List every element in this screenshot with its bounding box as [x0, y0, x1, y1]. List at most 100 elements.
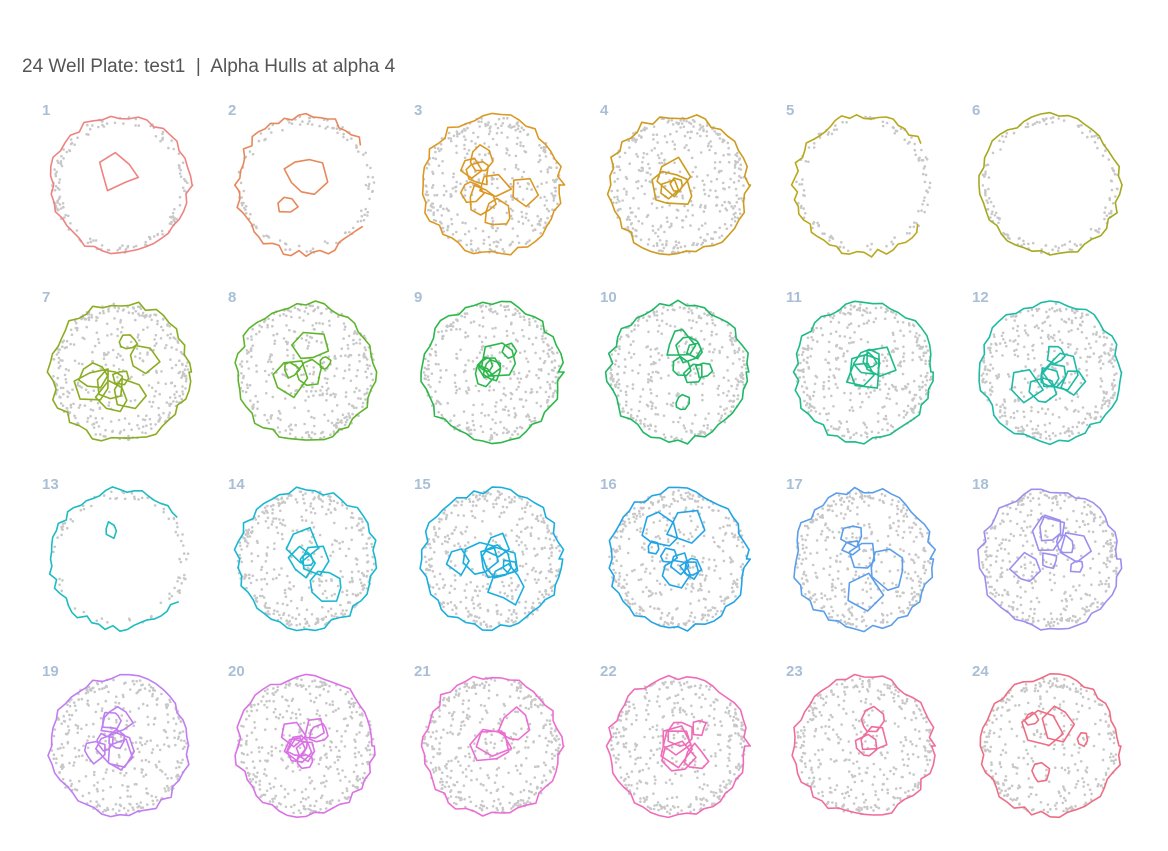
inner-hull	[287, 545, 317, 579]
inner-hull	[290, 331, 330, 360]
well-label: 11	[786, 289, 802, 306]
inner-hull	[847, 572, 885, 612]
inner-hull	[295, 741, 316, 763]
inner-hull	[308, 722, 329, 743]
inner-hull	[685, 342, 704, 360]
outer-hull	[234, 112, 364, 258]
inner-hull	[98, 151, 140, 192]
well-label: 15	[414, 476, 431, 493]
inner-hull	[479, 173, 513, 198]
trajectory-points	[981, 116, 1119, 255]
inner-hull	[95, 732, 135, 769]
inner-hull	[469, 728, 510, 762]
well-label: 10	[600, 289, 617, 306]
trajectory-points	[237, 115, 376, 254]
inner-hull	[272, 360, 309, 399]
outer-hull	[421, 112, 566, 256]
well-12: 12	[972, 289, 1123, 446]
outer-hull	[48, 486, 180, 632]
well-1: 1	[42, 102, 194, 255]
outer-hull	[979, 673, 1122, 819]
inner-hull	[476, 356, 494, 373]
trajectory-points	[52, 490, 190, 624]
well-label: 24	[972, 663, 989, 680]
inner-hull	[849, 353, 880, 389]
well-label: 3	[414, 102, 422, 119]
inner-hull	[1055, 533, 1074, 554]
inner-hull	[1023, 711, 1040, 726]
inner-hull	[487, 563, 525, 606]
inner-hull	[299, 552, 315, 567]
outer-hull	[978, 111, 1123, 256]
inner-hull	[445, 548, 470, 576]
inner-hull	[848, 542, 876, 569]
inner-hull	[295, 358, 323, 387]
inner-hull	[73, 368, 109, 401]
well-14: 14	[228, 476, 378, 632]
inner-hull	[651, 170, 693, 205]
outer-hull	[790, 114, 922, 258]
inner-hull	[459, 181, 485, 204]
inner-hull	[462, 541, 500, 576]
outer-hull	[606, 114, 752, 256]
inner-hull	[1059, 531, 1092, 563]
inner-hull	[482, 358, 502, 382]
outer-hull	[793, 486, 937, 633]
outer-hull	[420, 675, 565, 817]
well-2: 2	[228, 102, 376, 258]
inner-hull	[1041, 705, 1076, 743]
well-24: 24	[972, 663, 1122, 819]
outer-hull	[234, 300, 378, 441]
inner-hull	[1041, 352, 1079, 392]
inner-hull	[107, 738, 134, 771]
well-label: 5	[786, 102, 794, 119]
well-label: 23	[786, 663, 803, 680]
well-19: 19	[42, 663, 190, 818]
trajectory-points	[422, 676, 561, 814]
inner-hull	[78, 362, 109, 389]
inner-hull	[102, 711, 122, 730]
inner-hull	[862, 351, 878, 369]
inner-hull	[679, 557, 703, 576]
inner-hull	[1028, 377, 1058, 404]
trajectory-points	[50, 678, 189, 815]
inner-hull	[108, 728, 126, 750]
inner-hull	[465, 160, 490, 186]
inner-hull	[1076, 731, 1089, 748]
trajectory-points	[52, 302, 190, 442]
inner-hull	[459, 157, 483, 179]
chart-title: 24 Well Plate: test1 | Alpha Hulls at al…	[22, 56, 396, 77]
outer-hull	[608, 486, 752, 632]
inner-hull	[666, 509, 706, 544]
inner-hull	[497, 706, 531, 741]
inner-hull	[319, 356, 332, 370]
inner-hull	[283, 361, 301, 379]
well-label: 9	[414, 289, 422, 306]
well-label: 12	[972, 289, 989, 306]
inner-hull	[661, 740, 697, 772]
inner-hull	[682, 363, 703, 384]
outer-hull	[792, 300, 934, 445]
well-5: 5	[786, 102, 932, 258]
well-9: 9	[414, 289, 565, 445]
inner-hull	[296, 754, 314, 770]
well-22: 22	[600, 663, 751, 819]
outer-hull	[977, 488, 1123, 631]
inner-hull	[660, 179, 680, 200]
inner-hull	[841, 540, 861, 556]
outer-hull	[233, 486, 378, 632]
outer-hull	[234, 673, 376, 818]
trajectory-points	[980, 302, 1118, 441]
inner-hull	[96, 369, 123, 400]
inner-hull	[96, 732, 114, 752]
inner-hull	[866, 346, 897, 378]
well-label: 4	[600, 102, 609, 119]
inner-hull	[100, 705, 134, 734]
inner-hull	[105, 520, 118, 540]
outer-hull	[420, 300, 565, 445]
well-17: 17	[786, 476, 937, 633]
inner-hull	[484, 532, 511, 558]
inner-hull	[280, 721, 307, 748]
well-10: 10	[600, 289, 750, 445]
